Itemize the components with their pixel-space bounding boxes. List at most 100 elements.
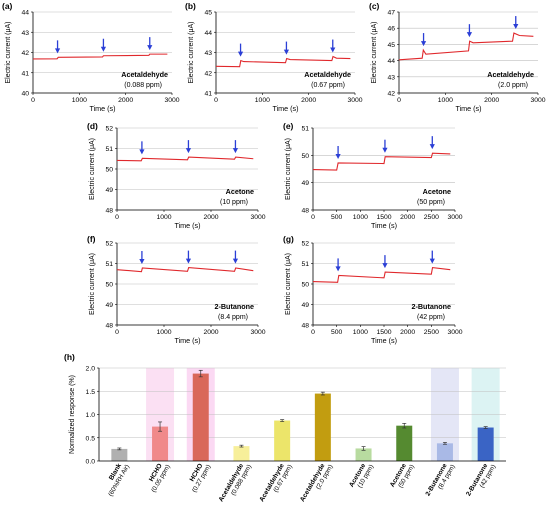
y-tick-label: 51 — [301, 261, 309, 268]
x-tick-label: 1500 — [376, 329, 391, 336]
response-bar — [436, 443, 453, 461]
y-tick-label: 44 — [204, 30, 212, 37]
x-tick-label: 3000 — [164, 97, 179, 104]
injection-arrow-head — [382, 147, 388, 153]
y-tick-label: 51 — [105, 146, 113, 153]
x-tick-label: 2000 — [203, 214, 218, 221]
x-tick-label: 2500 — [424, 214, 439, 221]
response-bar — [192, 373, 209, 461]
x-tick-label: 3000 — [447, 329, 462, 336]
injection-arrow-head — [185, 148, 192, 154]
y-tick-label: 41 — [21, 70, 29, 77]
y-axis-title: Electric current (μA) — [188, 22, 195, 84]
y-tick-label: 51 — [301, 126, 309, 133]
injection-arrow-head — [335, 153, 341, 159]
line-panel-4: (e) 48 49 50 51 0 500 1000 1500 2000 2500 3000 Time … — [283, 121, 463, 230]
panel-label: (e) — [283, 121, 294, 131]
current-trace — [32, 53, 168, 60]
gas-name-label: Acetone — [226, 187, 254, 196]
response-bar — [111, 448, 128, 461]
y-tick-label: 2.0 — [86, 366, 96, 373]
x-tick-label: 0 — [311, 214, 315, 221]
y-axis-title: Normalized response (%) — [69, 375, 76, 454]
injection-arrow-head — [232, 258, 239, 264]
x-tick-label: 2000 — [301, 97, 316, 104]
y-tick-label: 44 — [21, 10, 29, 17]
y-tick-label: 47 — [387, 10, 395, 17]
injection-arrow-head — [100, 46, 107, 52]
x-axis-title: Time (s) — [455, 104, 481, 113]
panel-label: (c) — [369, 1, 380, 11]
injection-arrow-head — [466, 32, 473, 38]
y-axis-title: Electric current (μA) — [5, 22, 12, 84]
injection-arrow-head — [330, 47, 336, 53]
x-tick-label: 3000 — [347, 97, 362, 104]
x-tick-label: 1000 — [72, 97, 87, 104]
y-tick-label: 48 — [301, 208, 309, 215]
x-axis-title: Time (s) — [371, 336, 397, 345]
injection-arrow-head — [237, 51, 244, 57]
x-axis-title: Time (s) — [272, 104, 298, 113]
injection-arrow-head — [382, 263, 388, 269]
response-bar — [396, 425, 413, 461]
x-tick-label: 0 — [115, 214, 119, 221]
gas-name-label: Acetone — [423, 187, 451, 196]
response-bar — [152, 426, 169, 461]
injection-arrow-head — [232, 148, 239, 154]
y-axis-title: Electric current (μA) — [371, 22, 378, 84]
x-tick-label: 1000 — [156, 329, 171, 336]
x-tick-label: 2000 — [400, 329, 415, 336]
y-tick-label: 45 — [204, 10, 212, 17]
gas-concentration-label: (0.67 ppm) — [311, 82, 345, 89]
panel-label: (f) — [87, 234, 96, 244]
current-trace — [312, 152, 451, 171]
injection-arrow-head — [147, 45, 153, 51]
response-bar — [233, 446, 250, 461]
y-tick-label: 52 — [301, 241, 309, 248]
injection-arrow-head — [283, 49, 290, 55]
response-bar — [314, 393, 331, 461]
y-tick-label: 41 — [204, 91, 212, 98]
injection-arrow-head — [420, 41, 427, 47]
injection-arrow-head — [139, 259, 145, 265]
x-tick-label: 1000 — [156, 214, 171, 221]
y-tick-label: 43 — [21, 30, 29, 37]
x-tick-label: 500 — [331, 214, 343, 221]
x-tick-label: 0 — [115, 329, 119, 336]
x-tick-label: 0 — [397, 97, 401, 104]
y-tick-label: 50 — [301, 282, 309, 289]
line-panel-0: (a) 40 41 42 43 44 0 1000 2000 3000 Time (s) Electr… — [2, 1, 180, 113]
panel-label: (g) — [283, 234, 294, 244]
x-tick-label: 500 — [331, 329, 343, 336]
response-bar — [355, 448, 372, 461]
current-trace — [116, 156, 254, 162]
y-tick-label: 1.5 — [86, 389, 96, 396]
injection-arrow-head — [429, 258, 435, 264]
y-tick-label: 52 — [105, 241, 113, 248]
response-bar — [274, 420, 291, 461]
injection-arrow-head — [185, 258, 192, 264]
x-tick-label: 1000 — [438, 97, 453, 104]
gas-concentration-label: (10 ppm) — [220, 199, 248, 206]
y-tick-label: 52 — [105, 126, 113, 133]
y-tick-label: 42 — [21, 50, 29, 57]
current-trace — [215, 55, 351, 68]
panel-label: (b) — [185, 1, 196, 11]
gas-name-label: Acetaldehyde — [304, 70, 351, 79]
y-axis-title: Electric current (μA) — [285, 253, 292, 315]
x-tick-label: 3000 — [530, 97, 545, 104]
y-tick-label: 51 — [105, 261, 113, 268]
y-tick-label: 48 — [301, 323, 309, 330]
y-tick-label: 44 — [387, 58, 395, 65]
x-tick-label: 1000 — [255, 97, 270, 104]
gas-concentration-label: (42 ppm) — [417, 314, 445, 321]
y-tick-label: 43 — [204, 50, 212, 57]
y-tick-label: 45 — [387, 42, 395, 49]
line-panel-6: (g) 48 49 50 51 52 0 500 1000 1500 2000 2500 3000 Tim… — [283, 234, 463, 345]
line-panel-2: (c) 42 43 44 45 46 47 0 1000 2000 3000 Time (s) Elec… — [369, 1, 546, 113]
x-tick-label: 3000 — [250, 214, 265, 221]
x-axis-title: Time (s) — [174, 336, 200, 345]
